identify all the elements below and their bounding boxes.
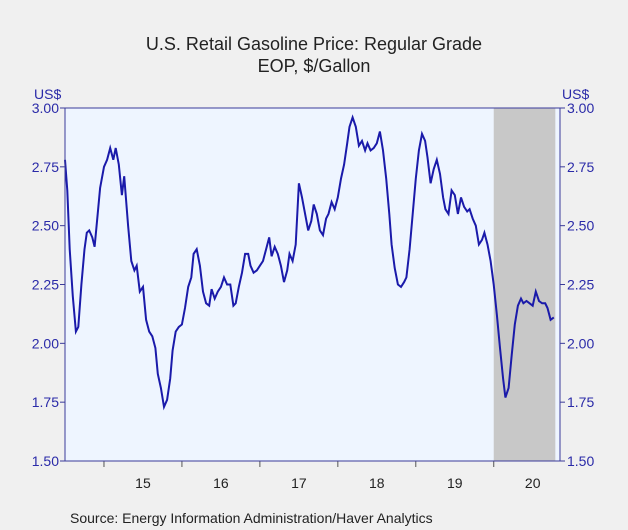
left-tick-labels: 1.50 1.75 2.00 2.25 2.50 2.75 3.00 bbox=[32, 100, 59, 469]
y-tick-label-right: 2.25 bbox=[567, 277, 594, 293]
x-tick-label: 17 bbox=[291, 475, 307, 491]
left-axis-unit: US$ bbox=[34, 86, 61, 102]
y-tick-label-right: 1.50 bbox=[567, 453, 594, 469]
x-tick-label: 20 bbox=[525, 475, 541, 491]
x-tick-label: 18 bbox=[369, 475, 385, 491]
price-series-line bbox=[64, 114, 555, 411]
source-note: Source: Energy Information Administratio… bbox=[70, 510, 433, 526]
axis-ticks bbox=[60, 107, 565, 467]
y-tick-label-left: 2.00 bbox=[32, 335, 59, 351]
chart-subtitle: EOP, $/Gallon bbox=[258, 56, 371, 76]
y-tick-label-right: 2.00 bbox=[567, 335, 594, 351]
x-tick-labels: 15 16 17 18 19 20 bbox=[135, 475, 541, 491]
y-tick-label-left: 2.25 bbox=[32, 277, 59, 293]
y-tick-label-right: 3.00 bbox=[567, 100, 594, 116]
right-axis-unit: US$ bbox=[562, 86, 589, 102]
right-tick-labels: 1.50 1.75 2.00 2.25 2.50 2.75 3.00 bbox=[567, 100, 594, 469]
y-tick-label-left: 1.75 bbox=[32, 394, 59, 410]
y-tick-label-left: 2.50 bbox=[32, 218, 59, 234]
plot-frame bbox=[64, 107, 561, 462]
x-tick-label: 16 bbox=[213, 475, 229, 491]
shaded-region bbox=[493, 108, 556, 461]
chart-title: U.S. Retail Gasoline Price: Regular Grad… bbox=[146, 34, 482, 54]
y-tick-label-left: 3.00 bbox=[32, 100, 59, 116]
y-tick-label-right: 2.50 bbox=[567, 218, 594, 234]
x-tick-label: 15 bbox=[135, 475, 151, 491]
x-tick-label: 19 bbox=[447, 475, 463, 491]
y-tick-label-right: 1.75 bbox=[567, 394, 594, 410]
y-tick-label-right: 2.75 bbox=[567, 159, 594, 175]
y-tick-label-left: 1.50 bbox=[32, 453, 59, 469]
y-tick-label-left: 2.75 bbox=[32, 159, 59, 175]
plot-area bbox=[65, 108, 560, 461]
